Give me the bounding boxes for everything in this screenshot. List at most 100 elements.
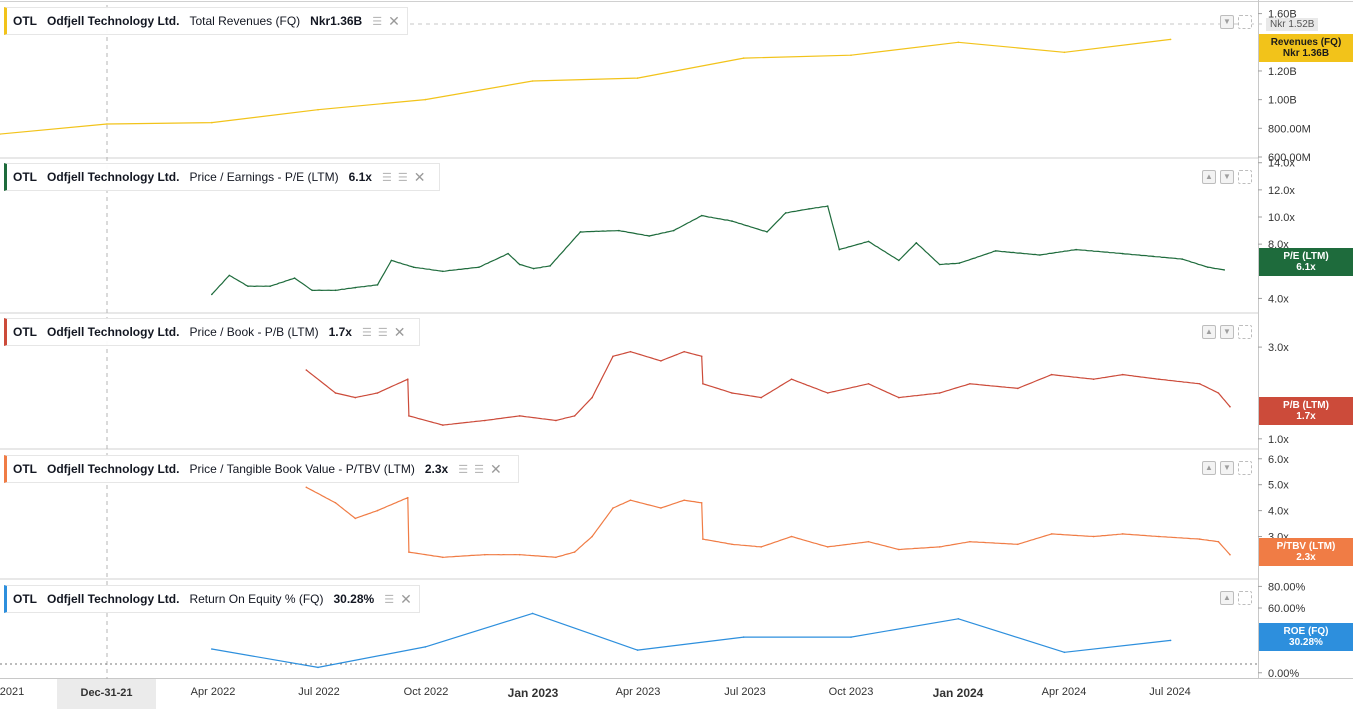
series-line-pe [211,205,1225,295]
y-tick-label: 1.00B [1268,95,1297,107]
data-point-pe [507,252,509,255]
y-tick-label: 1.20B [1268,66,1297,78]
clone-icon[interactable]: ☰ [372,15,383,28]
data-point-revenue [424,98,427,101]
legend-pe[interactable]: OTL Odfjell Technology Ltd. Price / Earn… [4,163,440,191]
clone-icon[interactable]: ☰ [361,326,372,339]
data-point-ptbv [305,486,308,489]
y-tick-label: 4.0x [1268,506,1289,518]
data-point-pb [334,392,337,394]
data-point-pb [790,378,793,381]
duplicate-icon[interactable]: ☰ [474,463,484,476]
y-tick-label: 14.0x [1268,158,1295,170]
data-point-ptbv [376,509,379,512]
data-point-pe [293,277,296,279]
duplicate-icon[interactable]: ☰ [397,171,408,184]
data-point-ptbv [700,502,703,504]
data-point-roe [957,618,960,620]
x-axis-label: Jul 2022 [298,686,340,698]
data-point-pe [1075,248,1077,251]
data-point-pe [1181,258,1183,260]
legend-revenue[interactable]: OTL Odfjell Technology Ltd. Total Revenu… [4,7,408,35]
move-up-icon[interactable]: ▲ [1220,591,1234,605]
duplicate-icon[interactable]: ☰ [377,326,388,339]
data-point-pb [683,350,685,353]
x-axis-label: Apr 2023 [615,686,661,698]
data-point-pe [766,231,768,233]
data-point-pb [1229,405,1231,408]
clone-icon[interactable]: ☰ [384,593,395,606]
y-tick-label: 5.0x [1268,480,1289,492]
x-axis-label: 2021 [0,686,25,698]
legend-value: 6.1x [348,170,372,184]
price-tag-ptbv: P/TBV (LTM) 2.3x [1259,538,1353,566]
legend-company: Odfjell Technology Ltd. [47,325,180,339]
data-point-ptbv [826,546,829,548]
y-tick-label: 0.00% [1268,668,1299,680]
move-up-icon[interactable]: ▲ [1202,461,1216,475]
legend-title: Price / Tangible Book Value - P/TBV (LTM… [189,462,415,476]
price-tag-revenue: Revenues (FQ) Nkr 1.36B [1259,34,1353,62]
legend-company: Odfjell Technology Ltd. [47,592,180,606]
move-down-icon[interactable]: ▼ [1220,170,1234,184]
legend-roe[interactable]: OTL Odfjell Technology Ltd. Return On Eq… [4,585,420,613]
fullscreen-icon[interactable] [1238,325,1252,339]
legend-ptbv[interactable]: OTL Odfjell Technology Ltd. Price / Tang… [4,455,519,483]
plot-layer [0,38,1231,669]
data-point-pb [442,424,444,426]
fullscreen-icon[interactable] [1238,461,1252,475]
close-icon[interactable]: ✕ [393,323,406,340]
data-point-roe [211,648,213,650]
data-point-revenue [636,77,639,79]
data-point-pe [700,214,703,217]
fullscreen-icon[interactable] [1238,15,1252,29]
data-point-ptbv [555,556,557,559]
y-tick-label: 600.00M [1268,152,1311,164]
series-line-revenue [0,38,1171,135]
price-tag-value: 2.3x [1296,552,1316,563]
x-axis-label: Apr 2022 [190,686,236,698]
data-point-ptbv [702,538,704,540]
data-point-pb [354,396,357,399]
data-point-ptbv [867,540,870,543]
clone-icon[interactable]: ☰ [381,171,392,184]
legend-value: 1.7x [328,325,352,339]
fullscreen-icon[interactable] [1238,591,1252,605]
data-point-pe [311,289,313,292]
legend-title: Price / Book - P/B (LTM) [189,325,319,339]
move-down-icon[interactable]: ▼ [1220,15,1234,29]
legend-value: 30.28% [333,592,375,606]
close-icon[interactable]: ✕ [413,168,426,185]
data-point-pb [407,378,409,381]
y-tick-label: 10.0x [1268,212,1295,224]
data-point-revenue [531,80,534,82]
x-axis-label: Oct 2022 [403,686,449,698]
move-up-icon[interactable]: ▲ [1202,170,1216,184]
data-point-pe [898,259,900,262]
data-point-pe [731,220,733,222]
move-down-icon[interactable]: ▼ [1220,325,1234,339]
price-tag-pe: P/E (LTM) 6.1x [1259,248,1353,276]
data-point-pb [660,360,662,362]
data-point-ptbv [731,543,733,546]
data-point-pb [1217,392,1220,394]
data-point-pe [211,293,213,296]
clone-icon[interactable]: ☰ [458,463,469,476]
data-point-pe [532,267,535,270]
legend-pb[interactable]: OTL Odfjell Technology Ltd. Price / Book… [4,318,420,346]
move-up-icon[interactable]: ▲ [1202,325,1216,339]
data-point-pe [826,205,829,207]
data-point-pe [228,274,231,277]
data-point-ptbv [1217,540,1220,543]
legend-title: Total Revenues (FQ) [189,14,301,28]
fullscreen-icon[interactable] [1238,170,1252,184]
data-point-pe [412,266,415,269]
data-point-ptbv [612,507,614,509]
x-axis-label: Jan 2024 [932,686,984,700]
move-down-icon[interactable]: ▼ [1220,461,1234,475]
close-icon[interactable]: ✕ [489,460,502,477]
close-icon[interactable]: ✕ [400,590,412,607]
close-icon[interactable]: ✕ [388,12,400,29]
data-point-pe [1039,254,1041,256]
x-axis-label: Jan 2023 [507,686,559,700]
